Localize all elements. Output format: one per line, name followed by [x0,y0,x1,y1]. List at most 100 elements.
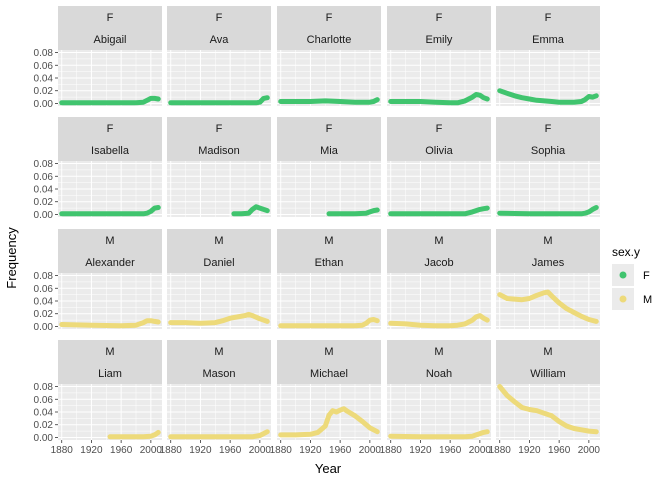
x-tick-label: 1960 [110,445,133,456]
x-tick-label: 1920 [299,445,322,456]
facet-panel: M Jacob [387,229,491,329]
facet-strip-name [58,28,162,50]
facet-strip-name [58,139,162,161]
facet-strip-sex [387,229,491,251]
facet-panel: M Daniel [167,229,271,329]
facet-strip-name-label: Olivia [425,145,453,157]
facet-panel: M Liam [58,340,162,440]
facet-strip-name-label: Mason [202,368,235,380]
facet-strip-name-label: Liam [98,368,122,380]
series-line [278,406,380,438]
y-tick-label: 0.08 [34,48,54,59]
facet-strip-name-label: Madison [198,145,240,157]
facet-panel: F Madison [167,117,271,217]
x-tick-label: 2000 [140,445,163,456]
facet-strip-sex [167,117,271,139]
y-tick-label: 0.02 [34,420,54,431]
facet-strip-sex-label: F [436,12,443,24]
facet-strip-sex [496,6,600,28]
facet-strip-name-label: Mia [320,145,339,157]
x-tick-label: 1880 [489,445,512,456]
facet-strip-name-label: Noah [426,368,452,380]
facet-strip-name-label: Emily [426,34,453,46]
facet-strip-name-label: Sophia [531,145,566,157]
series-line [107,429,161,440]
facet-strip-name [167,139,271,161]
series-line [278,317,380,329]
y-axis-title: Frequency [4,227,19,289]
facet-strip-sex-label: M [543,235,552,247]
facet-strip-sex-label: M [324,235,333,247]
facet-strip-name-label: Abigail [93,34,126,46]
facet-strip-sex-label: F [545,12,552,24]
facet-strip-name [167,362,271,384]
facet-strip-name-label: James [532,257,565,269]
y-tick-label: 0.02 [34,86,54,97]
facet-strip-sex-label: M [434,235,443,247]
facet-strip-sex [277,6,381,28]
facet-strip-name [496,28,600,50]
facet-panel: F Emily [387,6,491,106]
facet-panel: F Mia [277,117,381,217]
facet-strip-sex-label: M [105,235,114,247]
y-tick-label: 0.00 [34,99,54,110]
facet-strip-sex-label: M [434,346,443,358]
legend-label: M [643,294,652,306]
y-tick-label: 0.06 [34,61,54,72]
series-line [59,205,161,217]
facet-strip-name-label: Michael [310,368,348,380]
y-tick-label: 0.00 [34,433,54,444]
legend-title: sex.y [612,245,640,259]
x-tick-label: 1960 [329,445,352,456]
x-tick-label: 2000 [359,445,382,456]
legend: sex.yFM [612,245,652,310]
facet-strip-name-label: Ethan [315,257,344,269]
facet-panel: M Michael [277,340,381,440]
x-tick-label: 1960 [219,445,242,456]
facet-strip-name-label: Charlotte [307,34,352,46]
series-line [497,205,599,217]
facet-strip-sex [387,117,491,139]
facet-strip-name-label: Ava [210,34,230,46]
series-line [497,289,599,324]
facet-panel: M Ethan [277,229,381,329]
facet-strip-sex-label: F [107,12,114,24]
series-line [168,429,270,440]
facet-strip-name [387,28,491,50]
facet-panel: F Charlotte [277,6,381,106]
series-line [388,429,490,440]
facet-strip-sex-label: M [105,346,114,358]
facet-strip-sex-label: M [324,346,333,358]
x-axis-title: Year [315,461,342,476]
x-tick-label: 2000 [469,445,492,456]
facet-strip-name-label: Jacob [424,257,453,269]
y-tick-label: 0.04 [34,185,54,196]
facet-strip-name-label: William [530,368,565,380]
facet-strip-sex [167,229,271,251]
series-line [278,97,380,105]
facet-strip-name [277,28,381,50]
x-tick-label: 2000 [249,445,272,456]
y-tick-label: 0.08 [34,159,54,170]
facet-strip-name-label: Daniel [203,257,234,269]
facet-strip-sex-label: F [216,123,223,135]
facet-strip-name-label: Isabella [91,145,130,157]
x-tick-label: 2000 [578,445,601,456]
facet-strip-sex [387,6,491,28]
facet-strip-name [387,362,491,384]
series-line [388,92,490,106]
facet-panel: F Ava [167,6,271,106]
facet-strip-sex-label: F [216,12,223,24]
facet-panel: F Abigail [58,6,162,106]
facet-strip-sex [58,6,162,28]
facet-panel: F Sophia [496,117,600,217]
facet-strip-sex [387,340,491,362]
series-line [59,95,161,106]
facet-panel: M Alexander [58,229,162,329]
x-tick-label: 1920 [80,445,103,456]
y-tick-label: 0.00 [34,210,54,221]
facet-strip-name-label: Emma [532,34,565,46]
x-tick-label: 1880 [380,445,403,456]
x-tick-label: 1920 [189,445,212,456]
